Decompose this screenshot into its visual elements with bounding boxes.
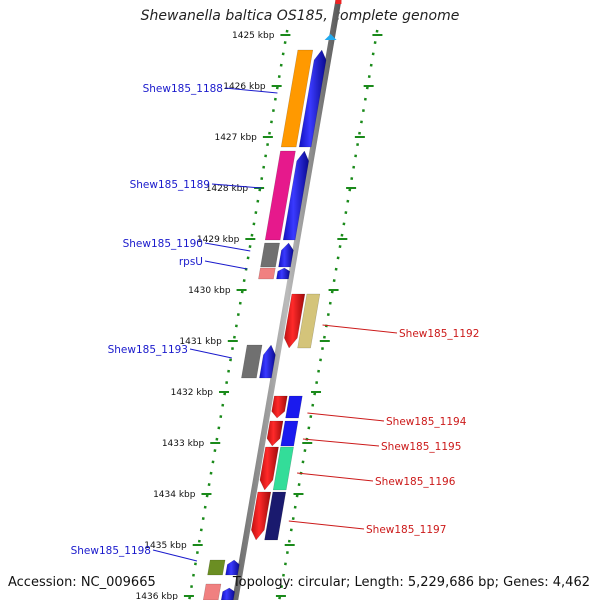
forward-gene-arrow	[225, 559, 240, 576]
forward-gene-block	[260, 242, 280, 268]
forward-label-leader	[211, 183, 262, 189]
gene-features[interactable]	[202, 49, 327, 600]
right-boundary-dots	[278, 29, 379, 600]
kbp-label: 1428 kbp	[206, 184, 249, 194]
reverse-gene-label[interactable]: Shew185_1197	[366, 524, 446, 536]
forward-gene-arrow	[282, 150, 310, 241]
reverse-gene-block	[272, 446, 294, 491]
genome-backbone	[232, 0, 342, 600]
forward-gene-block	[280, 49, 314, 148]
reverse-gene-arrow	[259, 446, 279, 491]
partial-gene-arrow	[220, 587, 235, 600]
reverse-gene-label[interactable]: Shew185_1192	[399, 328, 479, 340]
reverse-gene-arrow	[271, 395, 288, 419]
forward-gene-label[interactable]: Shew185_1198	[71, 545, 151, 557]
accession-text: Accession: NC_009665	[8, 575, 156, 590]
reverse-gene-block	[264, 491, 287, 541]
kbp-label: 1433 kbp	[162, 439, 205, 449]
partial-gene-block	[202, 583, 222, 600]
forward-gene-arrow	[259, 344, 276, 379]
forward-gene-arrow	[298, 49, 327, 148]
forward-gene-block	[241, 344, 263, 379]
reverse-label-leader	[288, 520, 365, 530]
reverse-gene-arrow	[284, 293, 306, 349]
reverse-label-leader	[322, 324, 398, 334]
reverse-gene-label[interactable]: Shew185_1195	[381, 441, 461, 453]
reverse-gene-arrow	[251, 491, 272, 541]
left-boundary-dots	[188, 29, 289, 600]
kbp-label: 1434 kbp	[153, 490, 196, 500]
reverse-gene-block	[297, 293, 321, 349]
kbp-label: 1429 kbp	[197, 235, 240, 245]
forward-label-leader	[224, 87, 278, 94]
reverse-label-leader	[297, 472, 374, 482]
forward-gene-label[interactable]: Shew185_1193	[108, 344, 188, 356]
reverse-gene-arrow	[266, 420, 284, 447]
forward-gene-arrow	[278, 242, 294, 268]
kbp-label: 1432 kbp	[171, 388, 214, 398]
reverse-label-leader	[307, 412, 385, 422]
forward-gene-label[interactable]: Shew185_1189	[130, 179, 210, 191]
forward-gene-block	[264, 150, 296, 241]
backbone-top-marker	[335, 0, 342, 4]
forward-label-leader	[204, 242, 251, 252]
scale-ticks: 1425 kbp 1426 kbp 1427 kbp 1428 kbp 1429 kbp…	[136, 29, 383, 600]
kbp-label: 1436 kbp	[136, 592, 179, 600]
kbp-label: 1426 kbp	[223, 82, 266, 92]
forward-label-leader	[152, 549, 198, 562]
forward-gene-label[interactable]: Shew185_1190	[123, 238, 203, 250]
reverse-label-leader	[302, 438, 380, 447]
kbp-label: 1435 kbp	[144, 541, 187, 551]
map-title: Shewanella baltica OS185, complete genom…	[140, 8, 460, 24]
forward-gene-label[interactable]: rpsU	[179, 256, 203, 268]
reverse-gene-block	[280, 420, 299, 447]
reverse-gene-block	[285, 395, 303, 419]
reverse-gene-label[interactable]: Shew185_1196	[375, 476, 456, 488]
kbp-label: 1427 kbp	[214, 133, 257, 143]
kbp-label: 1431 kbp	[179, 337, 222, 347]
gene-labels[interactable]: Shew185_1188 Shew185_1189 Shew185_1190 rpsU…	[71, 83, 480, 562]
forward-label-leader	[204, 260, 248, 270]
forward-gene-block	[258, 267, 276, 280]
forward-gene-block	[207, 559, 226, 576]
kbp-label: 1425 kbp	[232, 31, 275, 41]
position-marker-icon	[324, 34, 337, 40]
forward-gene-label[interactable]: Shew185_1188	[143, 83, 223, 95]
backbone-line	[232, 0, 342, 600]
forward-label-leader	[189, 348, 232, 359]
forward-gene-arrow	[276, 267, 291, 280]
topology-summary: Topology: circular; Length: 5,229,686 bp…	[232, 575, 590, 590]
reverse-gene-label[interactable]: Shew185_1194	[386, 416, 467, 428]
kbp-label: 1430 kbp	[188, 286, 231, 296]
